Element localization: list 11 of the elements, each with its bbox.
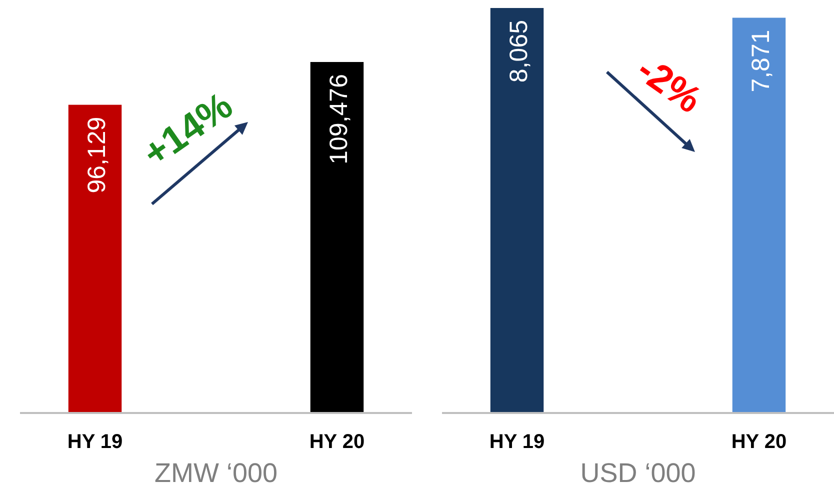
annotation: -2% xyxy=(629,48,709,122)
data-label: 8,065 xyxy=(505,20,534,83)
x-axis-title: ZMW ‘000 xyxy=(154,458,278,486)
x-tick-label: HY 19 xyxy=(489,431,545,453)
data-label: 7,871 xyxy=(746,30,775,92)
x-axis-title: USD ‘000 xyxy=(580,458,696,486)
data-label: 109,476 xyxy=(324,74,353,164)
x-tick-label: HY 19 xyxy=(67,431,123,453)
data-label: 96,129 xyxy=(83,116,112,194)
x-tick-label: HY 20 xyxy=(309,431,365,453)
x-tick-label: HY 20 xyxy=(731,431,787,453)
